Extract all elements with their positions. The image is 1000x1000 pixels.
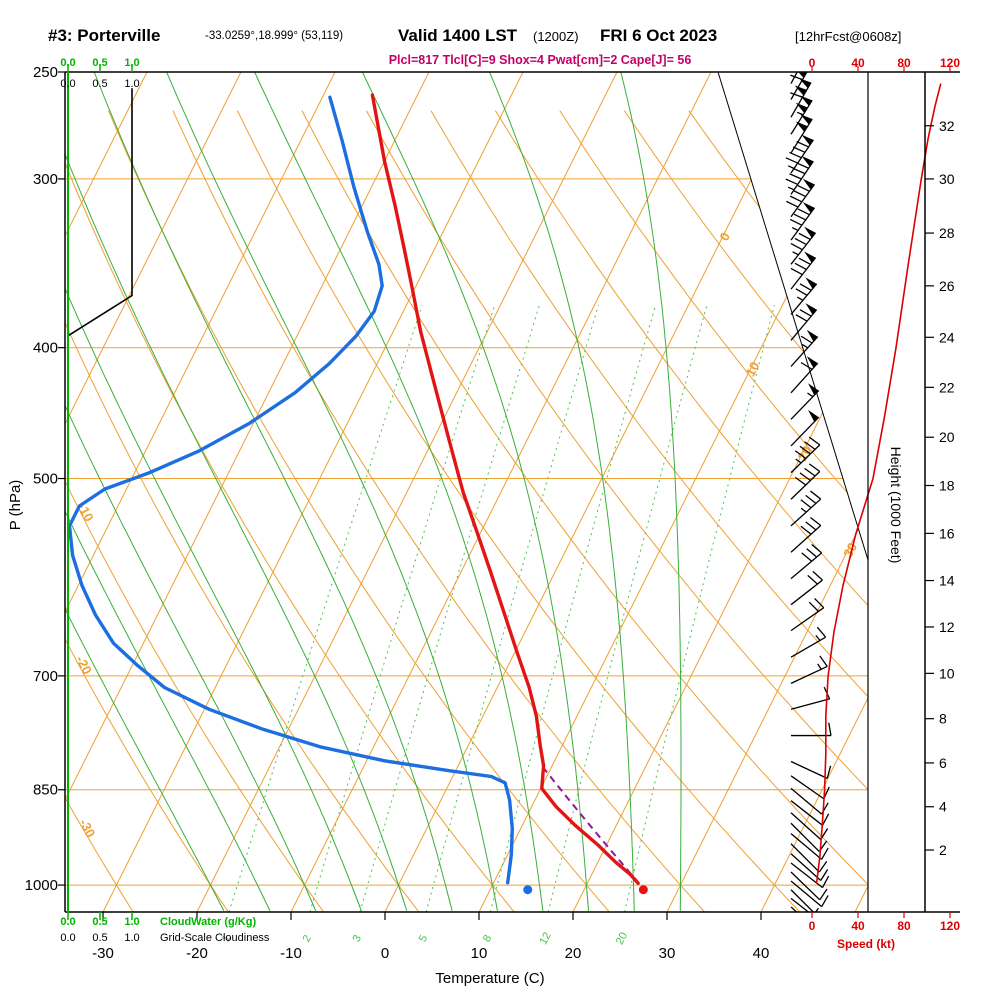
- svg-text:250: 250: [33, 64, 58, 81]
- svg-text:20: 20: [565, 945, 582, 962]
- svg-text:0: 0: [809, 56, 816, 70]
- grid: [65, 72, 868, 912]
- svg-text:P (hPa): P (hPa): [7, 480, 24, 531]
- cloudiness-axis-label: Grid-Scale Cloudiness: [160, 932, 270, 944]
- parcel-path: [541, 765, 640, 884]
- svg-text:0.0: 0.0: [60, 57, 75, 69]
- svg-text:32: 32: [939, 118, 955, 134]
- profiles: [67, 88, 648, 895]
- svg-text:120: 120: [940, 919, 960, 933]
- svg-text:2: 2: [300, 933, 313, 944]
- svg-text:1.0: 1.0: [124, 932, 139, 944]
- svg-text:80: 80: [897, 56, 911, 70]
- speed-axis-label: Speed (kt): [837, 937, 895, 951]
- mixing-ratio-labels: 1 2 3 5 8 12 20: [220, 930, 630, 946]
- svg-text:-20: -20: [73, 653, 95, 677]
- svg-text:0.5: 0.5: [92, 932, 107, 944]
- svg-text:8: 8: [939, 711, 947, 727]
- svg-text:0.5: 0.5: [92, 57, 107, 69]
- svg-text:1000: 1000: [25, 877, 58, 894]
- svg-text:3: 3: [351, 933, 364, 944]
- svg-text:12: 12: [939, 619, 955, 635]
- svg-text:10: 10: [743, 359, 763, 379]
- cloudwater-axis-label: CloudWater (g/Kg): [160, 916, 256, 928]
- svg-text:4: 4: [939, 799, 947, 815]
- svg-text:80: 80: [897, 919, 911, 933]
- svg-text:Temperature (C): Temperature (C): [435, 970, 544, 987]
- svg-text:-30: -30: [92, 945, 114, 962]
- svg-text:12: 12: [537, 930, 553, 946]
- svg-text:Height (1000 Feet): Height (1000 Feet): [888, 447, 904, 564]
- svg-text:2: 2: [939, 842, 947, 858]
- valid-date: FRI 6 Oct 2023: [600, 26, 718, 45]
- dewpoint-curve: [67, 95, 514, 885]
- svg-text:30: 30: [840, 540, 860, 560]
- svg-text:0.0: 0.0: [60, 916, 75, 928]
- axes-labels: 250 300 400 500 700 850 1000 P (hPa) -30 -20 -10 0 1…: [7, 57, 769, 987]
- svg-text:0.0: 0.0: [60, 932, 75, 944]
- svg-text:0: 0: [809, 919, 816, 933]
- svg-text:0: 0: [381, 945, 389, 962]
- svg-text:24: 24: [939, 329, 955, 345]
- grid-dry-adiabats: [65, 110, 868, 912]
- svg-text:22: 22: [939, 379, 955, 395]
- grid-cut-boundary: [717, 71, 869, 561]
- station-coords: -33.0259°,18.999° (53,119): [205, 30, 344, 42]
- grid-isotherms: [65, 72, 868, 912]
- svg-text:300: 300: [33, 171, 58, 188]
- svg-text:40: 40: [851, 919, 865, 933]
- svg-text:10: 10: [939, 665, 955, 681]
- svg-text:-30: -30: [76, 816, 98, 840]
- svg-text:8: 8: [481, 933, 494, 944]
- svg-text:20: 20: [794, 443, 814, 463]
- valid-time: Valid 1400 LST: [398, 26, 518, 45]
- wind-speed-curve: [815, 83, 942, 884]
- svg-text:10: 10: [471, 945, 488, 962]
- svg-text:1: 1: [220, 933, 233, 944]
- svg-text:20: 20: [939, 429, 955, 445]
- svg-text:26: 26: [939, 278, 955, 294]
- speed-axis: 0 0 40 40 80 80 120 120 Speed (kt): [809, 56, 961, 951]
- svg-text:40: 40: [753, 945, 770, 962]
- svg-text:16: 16: [939, 525, 955, 541]
- station-title: #3: Porterville: [48, 26, 161, 45]
- temperature-curve: [370, 93, 640, 885]
- svg-text:-10: -10: [280, 945, 302, 962]
- svg-text:0.5: 0.5: [92, 78, 107, 90]
- surface-temperature-dot: [638, 885, 648, 895]
- plot-frame: [64, 71, 960, 913]
- valid-zulu: (1200Z): [533, 29, 579, 44]
- svg-text:28: 28: [939, 225, 955, 241]
- svg-text:1.0: 1.0: [124, 916, 139, 928]
- svg-text:30: 30: [659, 945, 676, 962]
- surface-dewpoint-dot: [523, 885, 533, 895]
- svg-text:18: 18: [939, 478, 955, 494]
- svg-text:6: 6: [939, 755, 947, 771]
- svg-text:400: 400: [33, 340, 58, 357]
- svg-text:0.0: 0.0: [60, 78, 75, 90]
- svg-text:-20: -20: [186, 945, 208, 962]
- stability-indices: Plcl=817 Tlcl[C]=9 Shox=4 Pwat[cm]=2 Cap…: [388, 53, 692, 67]
- grid-mixing-ratio: [228, 304, 775, 912]
- svg-text:1.0: 1.0: [124, 57, 139, 69]
- cloudwater-axis: [67, 64, 133, 920]
- cloudiness-profile: [67, 88, 133, 337]
- svg-text:30: 30: [939, 171, 955, 187]
- svg-text:5: 5: [417, 933, 430, 944]
- svg-text:700: 700: [33, 668, 58, 685]
- svg-text:20: 20: [614, 930, 630, 946]
- svg-text:14: 14: [939, 573, 955, 589]
- svg-text:0.5: 0.5: [92, 916, 107, 928]
- svg-text:40: 40: [851, 56, 865, 70]
- svg-text:850: 850: [33, 782, 58, 799]
- forecast-note: [12hrFcst@0608z]: [795, 29, 902, 44]
- svg-text:120: 120: [940, 56, 960, 70]
- svg-text:500: 500: [33, 471, 58, 488]
- title-bar: #3: Porterville -33.0259°,18.999° (53,11…: [0, 26, 1000, 52]
- pressure-gridlines: [65, 178, 868, 886]
- svg-text:1.0: 1.0: [124, 78, 139, 90]
